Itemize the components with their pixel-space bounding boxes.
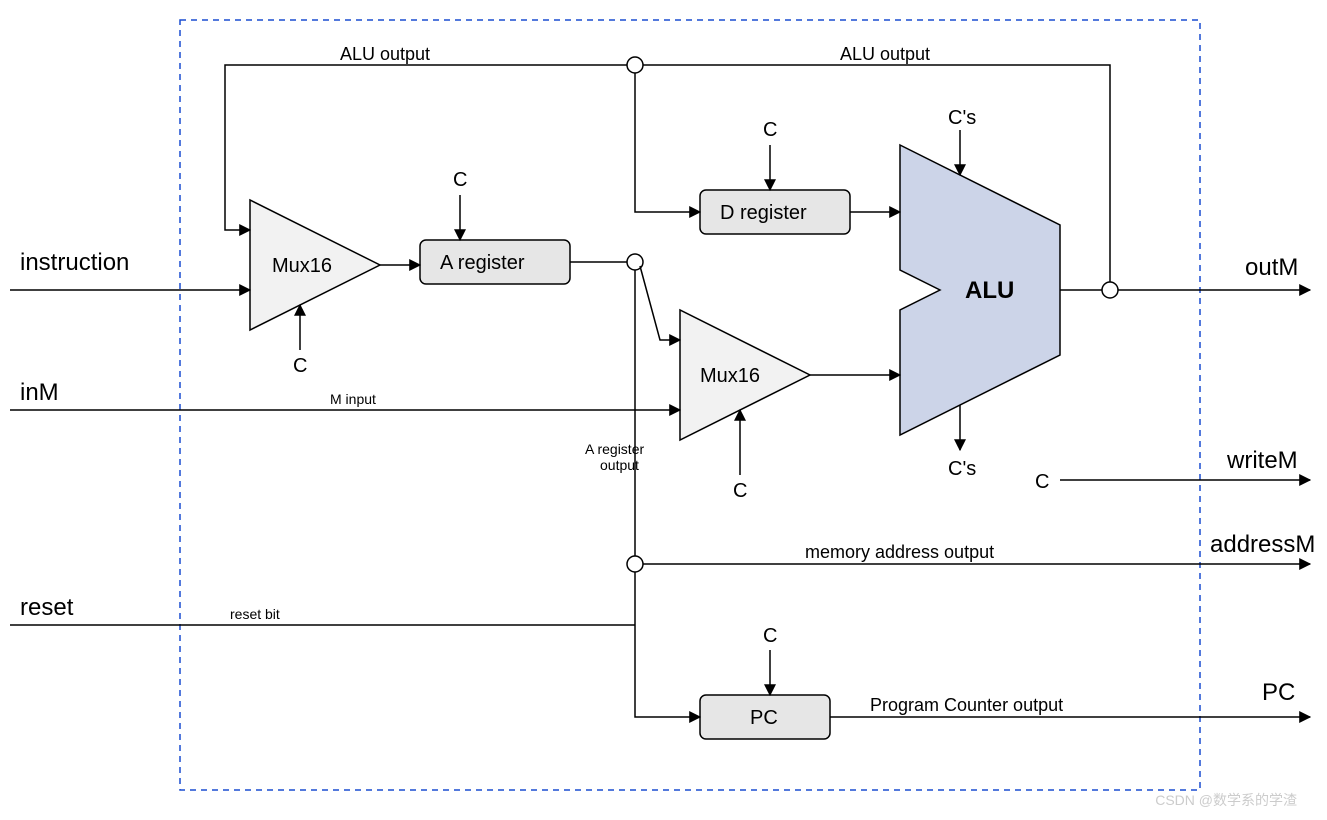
alu-block: ALU (900, 145, 1060, 435)
areg-block: A register (420, 240, 570, 284)
alu-out-left-label: ALU output (340, 44, 430, 64)
areg-label: A register (440, 252, 525, 274)
alu-out-node (1102, 282, 1118, 298)
areg-c-label: C (453, 169, 467, 191)
mux1-label: Mux16 (272, 255, 332, 277)
alu-fb-node (627, 57, 643, 73)
alu-cs-top-label: C's (948, 107, 976, 129)
pc-block: PC (700, 695, 830, 739)
m-input-label: M input (330, 391, 376, 407)
reset-bit-label: reset bit (230, 606, 280, 622)
reset-pin: reset (20, 594, 74, 621)
areg-to-mux2-wire (640, 266, 680, 340)
mem-addr-node (627, 556, 643, 572)
outm-pin: outM (1245, 254, 1298, 281)
aregout-label-l1: A register (585, 441, 644, 457)
mux2-c-label: C (733, 480, 747, 502)
pc-label: PC (750, 707, 778, 729)
alu-label: ALU (965, 277, 1014, 304)
writem-pin: writeM (1226, 447, 1298, 474)
alu-cs-bot-label: C's (948, 458, 976, 480)
areg-to-pc-wire (635, 572, 700, 717)
aregout-label-l2: output (600, 457, 639, 473)
dreg-block: D register (700, 190, 850, 234)
fb-to-mux1-wire (225, 65, 627, 230)
writem-c-label: C (1035, 471, 1049, 493)
addressm-pin: addressM (1210, 531, 1315, 558)
mux1-block: Mux16 (250, 200, 380, 330)
fb-to-dreg-wire (635, 73, 700, 212)
mux2-label: Mux16 (700, 365, 760, 387)
memaddr-label: memory address output (805, 542, 994, 562)
dreg-c-label: C (763, 119, 777, 141)
inm-pin: inM (20, 379, 59, 406)
mux1-c-label: C (293, 355, 307, 377)
alu-out-right-label: ALU output (840, 44, 930, 64)
watermark: CSDN @数学系的学渣 (1155, 790, 1297, 810)
mux2-block: Mux16 (680, 310, 810, 440)
instruction-pin: instruction (20, 249, 129, 276)
dreg-label: D register (720, 202, 807, 224)
pcout-label: Program Counter output (870, 695, 1063, 715)
pc-pin: PC (1262, 679, 1295, 706)
pc-c-label: C (763, 625, 777, 647)
